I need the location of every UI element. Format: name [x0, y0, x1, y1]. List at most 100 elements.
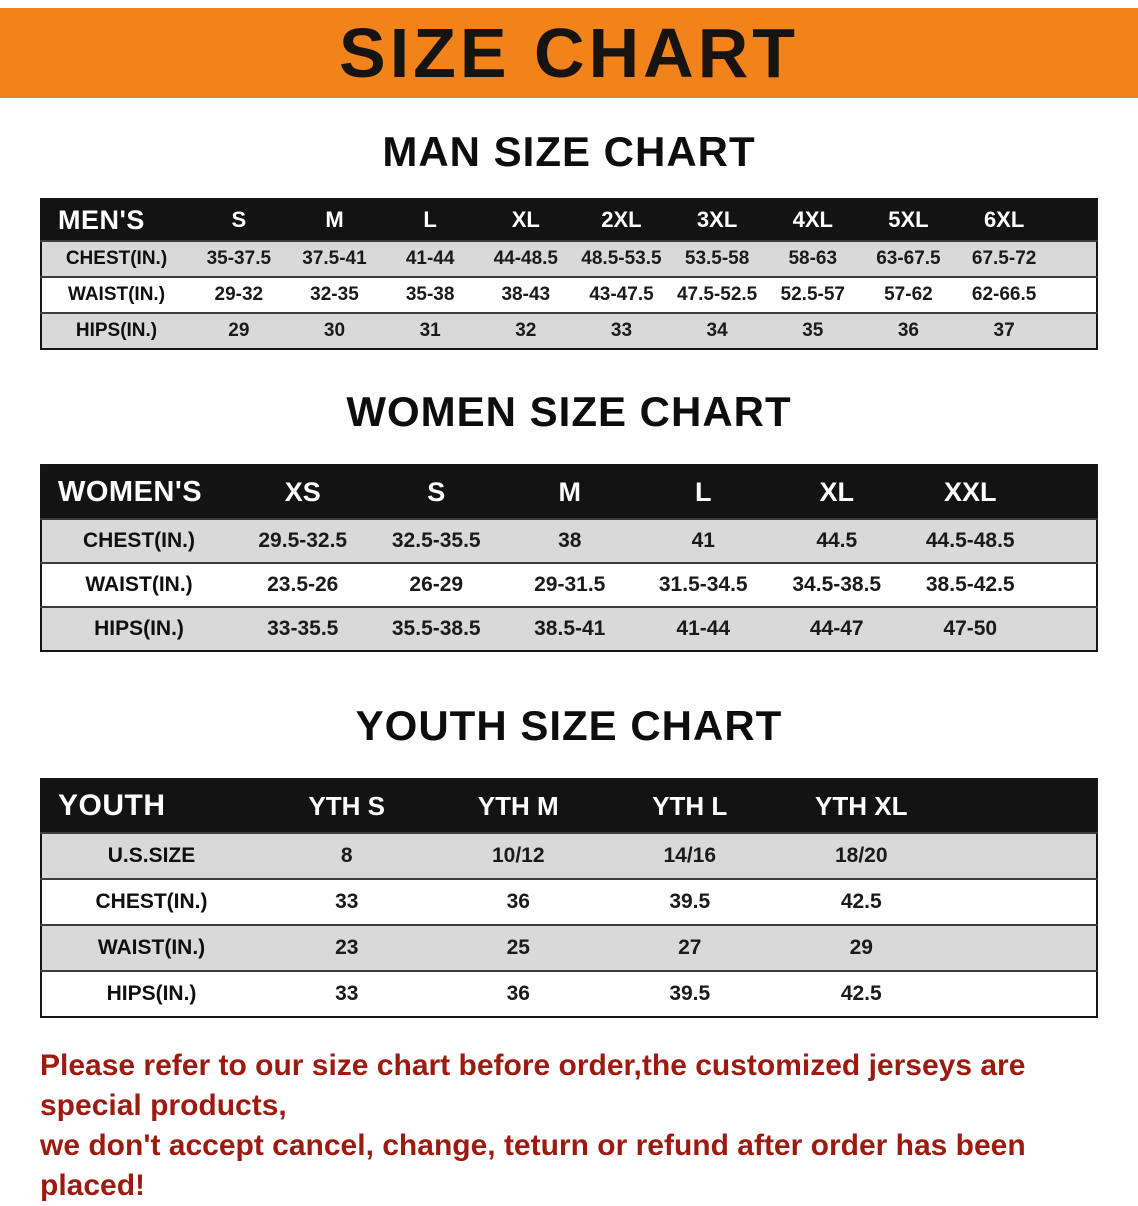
size-value-cell: 39.5: [669, 890, 711, 913]
table-header-row: MEN'S S M L XL 2XL 3XL 4XL 5XL 6XL: [41, 199, 1097, 241]
measurement-label: WAIST(IN.): [97, 936, 206, 959]
size-value-cell: 48.5-53.5: [581, 248, 662, 269]
row-filler-cell: [1037, 563, 1097, 607]
size-value-cell: 38: [558, 529, 582, 552]
size-value-cell: 23: [335, 936, 359, 959]
size-column-header: 6XL: [956, 199, 1052, 241]
size-value-cell: 42.5: [840, 982, 882, 1005]
size-value-cell: 33: [610, 320, 633, 341]
header-filler-cell: [1037, 465, 1097, 519]
size-value-cell: 27: [678, 936, 702, 959]
size-value-cell: 29.5-32.5: [258, 529, 348, 552]
size-value-cell: 25: [506, 936, 530, 959]
measurement-label: CHEST(IN.): [65, 248, 168, 269]
size-value-cell: 35-38: [405, 284, 455, 305]
measurement-label: CHEST(IN.): [83, 529, 195, 552]
page-title: SIZE CHART: [339, 14, 799, 92]
measurement-label: HIPS(IN.): [75, 320, 158, 341]
measurement-row: WAIST(IN.) 29-32 32-35 35-38 38-43 43-47.5 47.…: [41, 277, 1097, 313]
size-value-cell: 43-47.5: [589, 284, 654, 305]
size-column-header: 3XL: [669, 199, 765, 241]
size-column-header: YTH S: [261, 779, 433, 833]
row-filler-cell: [1037, 519, 1097, 563]
size-value-cell: 62-66.5: [971, 284, 1037, 305]
table-corner-label: YOUTH: [41, 779, 261, 833]
row-filler-cell: [1052, 241, 1097, 277]
size-value-cell: 36: [506, 890, 530, 913]
measurement-label: WAIST(IN.): [85, 573, 193, 596]
header-filler-cell: [947, 779, 1097, 833]
youth-size-chart-heading: YOUTH SIZE CHART: [355, 702, 783, 749]
size-value-cell: 32-35: [310, 284, 359, 305]
women-size-section: WOMEN SIZE CHART WOMEN'S XS S M L XL XXL CHEST(…: [0, 388, 1138, 652]
youth-size-section: YOUTH SIZE CHART YOUTH YTH S YTH M YTH L YTH…: [0, 702, 1138, 1018]
measurement-row: CHEST(IN.) 35-37.5 37.5-41 41-44 44-48.5 48.5…: [41, 241, 1097, 277]
row-filler-cell: [947, 833, 1097, 879]
size-value-cell: 53.5-58: [684, 248, 750, 269]
size-value-cell: 47-50: [943, 617, 998, 640]
size-value-cell: 37: [993, 320, 1015, 341]
size-column-header: S: [369, 465, 503, 519]
size-value-cell: 10/12: [491, 844, 545, 867]
table-header-row: YOUTH YTH S YTH M YTH L YTH XL: [41, 779, 1097, 833]
size-value-cell: 39.5: [669, 982, 711, 1005]
table-header-row: WOMEN'S XS S M L XL XXL: [41, 465, 1097, 519]
measurement-label: WAIST(IN.): [67, 284, 166, 305]
women-size-chart-heading: WOMEN SIZE CHART: [346, 388, 792, 435]
row-filler-cell: [947, 925, 1097, 971]
size-value-cell: 33: [335, 982, 359, 1005]
size-value-cell: 38.5-41: [534, 617, 606, 640]
size-column-header: M: [286, 199, 383, 241]
size-column-header: 5XL: [860, 199, 957, 241]
size-value-cell: 38-43: [501, 284, 551, 305]
size-value-cell: 38.5-42.5: [925, 573, 1015, 596]
size-value-cell: 30: [323, 320, 346, 341]
size-column-header: YTH XL: [775, 779, 947, 833]
size-value-cell: 33: [335, 890, 359, 913]
row-filler-cell: [1037, 607, 1097, 651]
men-size-section: MAN SIZE CHART MEN'S S M L XL 2XL 3XL 4XL 5XL 6XL…: [0, 128, 1138, 350]
measurement-row: HIPS(IN.) 29 30 31 32 33 34 35 36 37: [41, 313, 1097, 349]
size-column-header: XXL: [903, 465, 1037, 519]
disclaimer-line2: we don't accept cancel, change, teturn o…: [40, 1129, 1026, 1202]
size-column-header: L: [382, 199, 478, 241]
size-column-header: S: [191, 199, 287, 241]
header-filler-cell: [1052, 199, 1097, 241]
size-value-cell: 29-31.5: [534, 573, 606, 596]
youth-size-table: YOUTH YTH S YTH M YTH L YTH XL U.S.SIZE 8 10/12…: [40, 778, 1098, 1018]
measurement-row: WAIST(IN.) 23.5-26 26-29 29-31.5 31.5-34.5 34…: [41, 563, 1097, 607]
size-column-header: YTH L: [604, 779, 776, 833]
size-value-cell: 44-48.5: [493, 248, 559, 269]
size-value-cell: 67.5-72: [971, 248, 1037, 269]
size-value-cell: 29: [849, 936, 873, 959]
size-value-cell: 44.5-48.5: [925, 529, 1015, 552]
size-column-header: 4XL: [764, 199, 861, 241]
men-size-chart-heading: MAN SIZE CHART: [382, 128, 756, 175]
disclaimer-text: Please refer to our size chart before or…: [0, 1046, 1138, 1206]
measurement-label: U.S.SIZE: [107, 844, 196, 867]
size-value-cell: 34: [706, 320, 728, 341]
disclaimer-line1: Please refer to our size chart before or…: [40, 1049, 1026, 1122]
size-value-cell: 52.5-57: [780, 284, 845, 305]
row-filler-cell: [1052, 313, 1097, 349]
measurement-label: HIPS(IN.): [94, 617, 184, 640]
row-filler-cell: [1052, 277, 1097, 313]
size-column-header: L: [636, 465, 770, 519]
size-value-cell: 57-62: [884, 284, 933, 305]
measurement-row: WAIST(IN.) 23 25 27 29: [41, 925, 1097, 971]
size-value-cell: 42.5: [840, 890, 882, 913]
measurement-label: CHEST(IN.): [95, 890, 208, 913]
size-value-cell: 26-29: [409, 573, 464, 596]
size-value-cell: 63-67.5: [876, 248, 941, 269]
row-filler-cell: [947, 879, 1097, 925]
size-value-cell: 44-47: [809, 617, 864, 640]
row-filler-cell: [947, 971, 1097, 1017]
size-value-cell: 31: [419, 320, 441, 341]
size-value-cell: 36: [897, 320, 919, 341]
size-value-cell: 18/20: [834, 844, 888, 867]
size-chart-page: SIZE CHART MAN SIZE CHART MEN'S S M L XL 2XL 3…: [0, 8, 1138, 1206]
size-value-cell: 14/16: [663, 844, 717, 867]
banner: SIZE CHART: [0, 8, 1138, 98]
size-value-cell: 31.5-34.5: [658, 573, 748, 596]
measurement-row: U.S.SIZE 8 10/12 14/16 18/20: [41, 833, 1097, 879]
